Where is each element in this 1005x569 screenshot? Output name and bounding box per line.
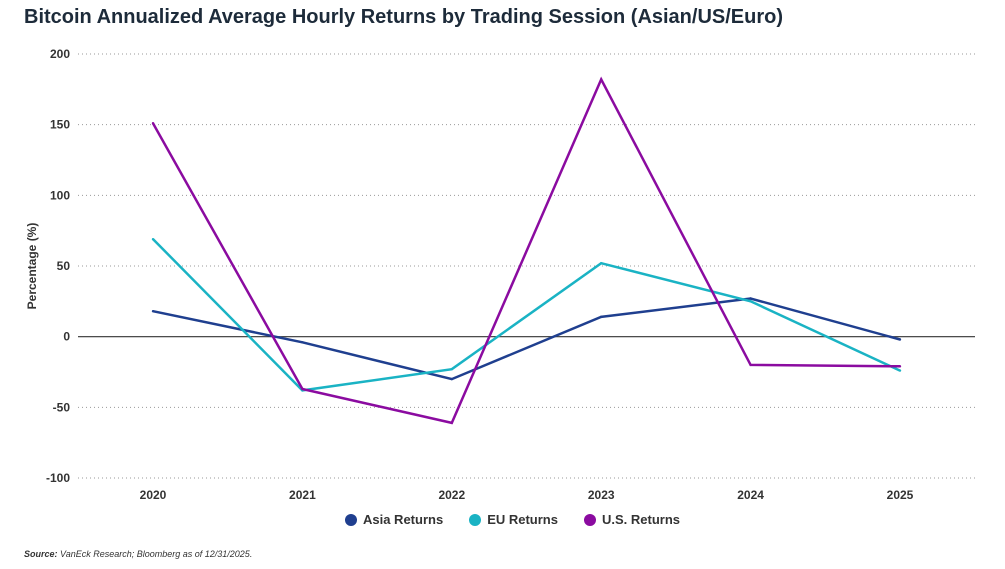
data-point-asia: [600, 315, 603, 319]
x-tick-label: 2021: [289, 488, 316, 502]
x-tick-label: 2025: [887, 488, 914, 502]
legend-item-us[interactable]: U.S. Returns: [583, 512, 680, 527]
series-line-us: [151, 76, 901, 425]
y-tick-label: 200: [50, 47, 70, 61]
data-point-asia: [151, 310, 155, 313]
chart-title: Bitcoin Annualized Average Hourly Return…: [24, 6, 784, 28]
x-tick-label: 2020: [140, 488, 167, 502]
y-axis-ticks: 200 150 100 50 0 -50 -100: [46, 47, 70, 485]
y-tick-label: 150: [50, 118, 70, 132]
data-point-asia: [301, 341, 304, 344]
legend-marker-us: [583, 513, 596, 526]
x-tick-label: 2024: [737, 488, 764, 502]
data-point-asia: [450, 377, 453, 381]
y-tick-label: 100: [50, 188, 70, 202]
y-tick-label: -100: [46, 471, 70, 485]
series-lines: [151, 76, 902, 425]
legend-item-asia[interactable]: Asia Returns: [344, 512, 444, 527]
data-point-eu: [450, 367, 453, 371]
data-point-us: [898, 365, 902, 368]
y-axis-label: Percentage (%): [25, 223, 39, 310]
legend-marker-asia: [344, 513, 357, 526]
legend-label-us: U.S. Returns: [601, 512, 680, 527]
data-point-us: [301, 387, 304, 391]
source-label: Source:: [24, 549, 58, 559]
x-tick-label: 2022: [438, 488, 465, 502]
legend-marker-eu: [469, 513, 482, 526]
series-line-asia: [152, 297, 901, 381]
legend-item-eu[interactable]: EU Returns: [469, 512, 558, 527]
y-tick-label: -50: [53, 400, 71, 414]
y-tick-label: 0: [63, 330, 70, 344]
legend-label-eu: EU Returns: [487, 512, 558, 527]
data-point-asia: [749, 297, 752, 300]
data-point-eu: [151, 237, 155, 241]
y-tick-label: 50: [57, 259, 71, 273]
gridlines: [78, 53, 975, 479]
data-point-us: [151, 122, 155, 125]
x-axis-ticks: 2020 2021 2022 2023 2024 2025: [140, 488, 914, 502]
data-point-asia: [898, 338, 902, 341]
data-point-eu: [600, 261, 603, 265]
data-point-us: [749, 363, 752, 367]
source-note: Source: VanEck Research; Bloomberg as of…: [24, 549, 252, 559]
legend: Asia Returns EU Returns U.S. Returns: [0, 512, 1005, 527]
data-point-eu: [898, 369, 902, 372]
series-line-eu: [152, 238, 901, 392]
data-point-eu: [749, 300, 752, 303]
data-point-us: [600, 78, 603, 81]
data-point-us: [450, 421, 453, 425]
source-text: VanEck Research; Bloomberg as of 12/31/2…: [60, 549, 253, 559]
x-tick-label: 2023: [588, 488, 615, 502]
legend-label-asia: Asia Returns: [362, 512, 444, 527]
